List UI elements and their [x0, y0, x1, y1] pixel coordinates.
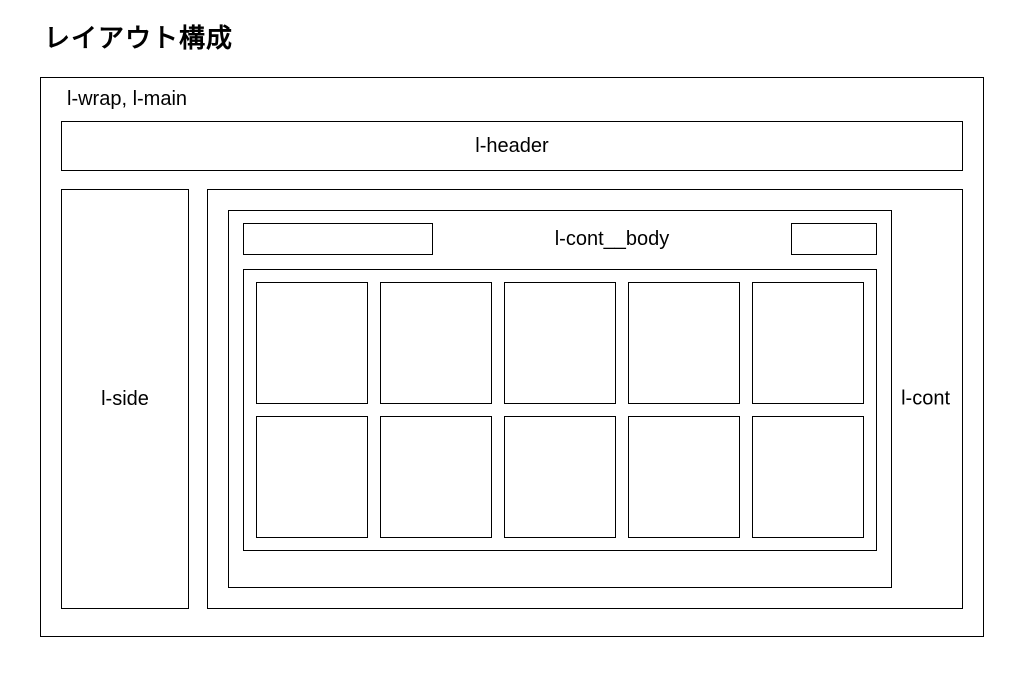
grid-cell: [504, 282, 616, 404]
grid-cell: [504, 416, 616, 538]
l-side-region: l-side: [61, 189, 189, 609]
l-side-label: l-side: [101, 388, 149, 411]
l-header-label: l-header: [475, 135, 548, 158]
grid-cell: [256, 282, 368, 404]
page-title: レイアウト構成: [44, 18, 984, 55]
cont-body-topbar-box-right: [791, 223, 877, 255]
l-header-region: l-header: [61, 121, 963, 171]
cont-body-topbar-box-left: [243, 223, 433, 255]
l-wrap-region: l-wrap, l-main l-header l-side l-cont l-…: [40, 77, 984, 637]
grid-cell: [380, 282, 492, 404]
grid-cell: [752, 416, 864, 538]
thumbnail-grid-inner: [256, 282, 864, 538]
cont-body-topbar: l-cont__body: [243, 223, 877, 255]
l-cont-label: l-cont: [901, 388, 950, 411]
lower-row: l-side l-cont l-cont__body: [61, 189, 963, 609]
grid-cell: [628, 282, 740, 404]
grid-cell: [752, 282, 864, 404]
l-cont-body-region: l-cont__body: [228, 210, 892, 588]
l-cont-region: l-cont l-cont__body: [207, 189, 963, 609]
l-cont-body-label: l-cont__body: [445, 228, 779, 251]
page-canvas: レイアウト構成 l-wrap, l-main l-header l-side l…: [0, 0, 1024, 685]
thumbnail-grid: [243, 269, 877, 551]
grid-cell: [256, 416, 368, 538]
grid-cell: [380, 416, 492, 538]
l-wrap-label: l-wrap, l-main: [67, 88, 963, 111]
grid-cell: [628, 416, 740, 538]
